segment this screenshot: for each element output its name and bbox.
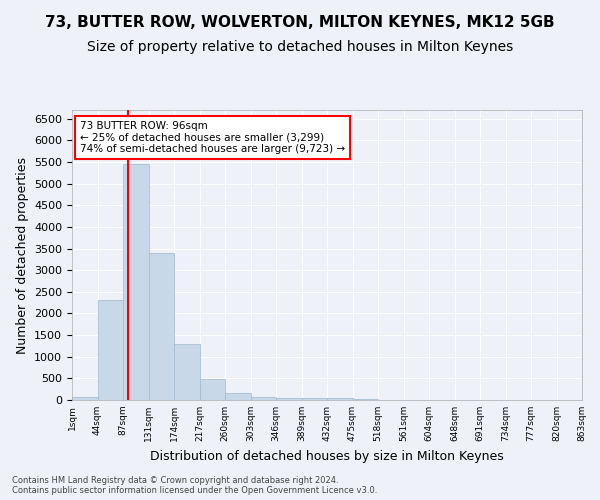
- Bar: [72, 398, 97, 400]
- Bar: [353, 399, 378, 400]
- Bar: [327, 398, 353, 400]
- Bar: [97, 300, 123, 400]
- Bar: [251, 396, 276, 400]
- Bar: [199, 379, 225, 400]
- X-axis label: Distribution of detached houses by size in Milton Keynes: Distribution of detached houses by size …: [150, 450, 504, 462]
- Y-axis label: Number of detached properties: Number of detached properties: [16, 156, 29, 354]
- Bar: [225, 393, 251, 400]
- Text: Contains HM Land Registry data © Crown copyright and database right 2024.
Contai: Contains HM Land Registry data © Crown c…: [12, 476, 377, 495]
- Text: 73, BUTTER ROW, WOLVERTON, MILTON KEYNES, MK12 5GB: 73, BUTTER ROW, WOLVERTON, MILTON KEYNES…: [45, 15, 555, 30]
- Bar: [302, 398, 327, 400]
- Bar: [174, 344, 199, 400]
- Text: 73 BUTTER ROW: 96sqm
← 25% of detached houses are smaller (3,299)
74% of semi-de: 73 BUTTER ROW: 96sqm ← 25% of detached h…: [80, 121, 345, 154]
- Bar: [149, 253, 174, 400]
- Bar: [123, 164, 149, 400]
- Text: Size of property relative to detached houses in Milton Keynes: Size of property relative to detached ho…: [87, 40, 513, 54]
- Bar: [276, 398, 302, 400]
